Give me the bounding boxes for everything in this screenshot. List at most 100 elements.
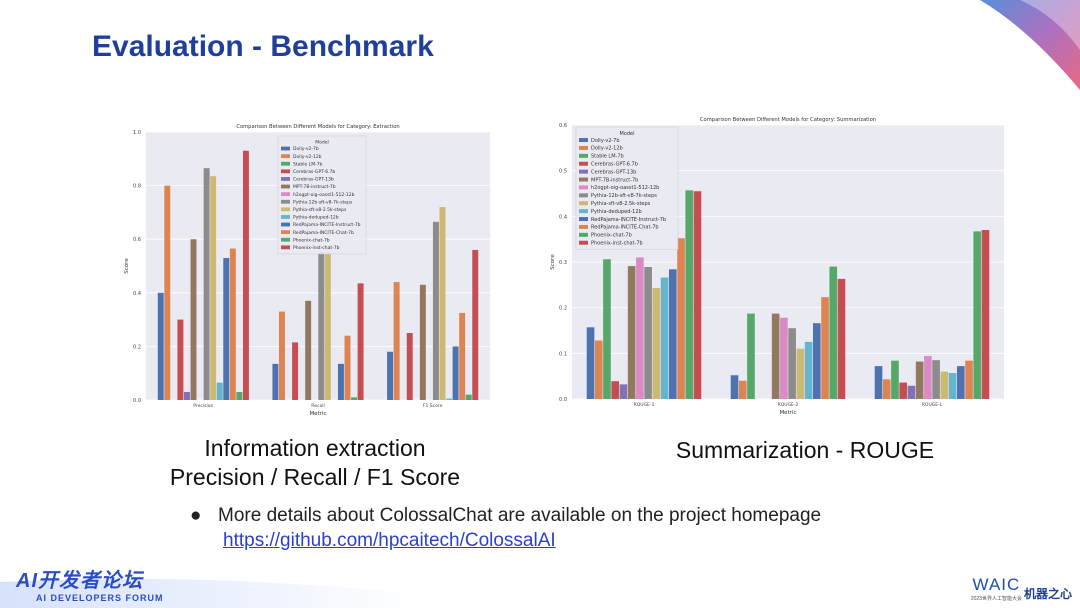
- jiqizhixin-logo: 机器之心: [1024, 585, 1072, 602]
- bar: [305, 300, 312, 400]
- bar: [747, 313, 755, 399]
- legend-label: Pythia-sft-v8-2.5k-steps: [293, 207, 347, 213]
- legend-label: Pythia-deduped-12b: [591, 209, 642, 215]
- bar: [223, 257, 230, 400]
- bar: [446, 398, 453, 400]
- bar: [636, 257, 644, 399]
- legend-swatch: [579, 161, 588, 166]
- y-tick-label: 0.8: [133, 184, 141, 190]
- bar: [318, 252, 325, 400]
- legend-swatch: [579, 240, 588, 245]
- bar: [611, 381, 620, 399]
- legend-swatch: [579, 153, 588, 158]
- legend-swatch: [281, 230, 290, 235]
- x-tick-label: ROUGE-L: [922, 402, 943, 408]
- caption-summarization-line: Summarization - ROUGE: [675, 437, 935, 463]
- legend-label: Cerebras-GPT-6.7b: [591, 162, 638, 168]
- legend-label: Dolly-v2-12b: [591, 146, 623, 152]
- legend-swatch: [281, 237, 290, 242]
- bar: [693, 191, 702, 399]
- y-tick-label: 0.2: [133, 344, 141, 350]
- bar: [586, 327, 595, 399]
- legend-title: Model: [619, 131, 634, 137]
- bar: [164, 185, 171, 400]
- waic-logo-sub: 2023世界人工智能大会: [970, 596, 1022, 602]
- bar: [668, 269, 677, 399]
- bar: [210, 176, 217, 400]
- legend-label: Phoenix-inst-chat-7b: [591, 241, 643, 247]
- bar: [406, 333, 413, 400]
- legend-swatch: [579, 232, 588, 237]
- bar: [677, 238, 685, 399]
- bar: [157, 292, 164, 400]
- x-axis-label: Metric: [309, 411, 326, 417]
- bar: [771, 313, 780, 399]
- bar: [660, 277, 669, 399]
- legend-swatch: [281, 146, 290, 151]
- y-tick-label: 0.5: [559, 169, 567, 175]
- legend-label: Dolly-v2-12b: [293, 154, 322, 160]
- summarization-chart: 0.0 0.1 0.2 0.3 0.4 0.5 0.6 ROUGE-1 ROUGE-2 ROUGE…: [530, 112, 1018, 418]
- y-tick-label: 0.2: [559, 306, 567, 312]
- caption-summarization: Summarization - ROUGE: [620, 436, 990, 465]
- legend-swatch: [281, 169, 290, 174]
- legend-swatch: [281, 161, 290, 166]
- legend-swatch: [281, 177, 290, 181]
- legend-label: Pythia-12b-sft-v8-7k-steps: [591, 193, 657, 199]
- bar: [924, 356, 932, 399]
- y-tick-label: 0.6: [133, 237, 141, 243]
- slide-title: Evaluation - Benchmark: [92, 30, 434, 63]
- bar: [780, 317, 788, 399]
- y-tick-label: 0.4: [559, 214, 567, 220]
- legend-label: RedPajama-INCITE-Chat-7b: [591, 225, 659, 231]
- corner-decoration: [980, 0, 1080, 90]
- legend-swatch: [579, 145, 588, 150]
- bar: [351, 397, 358, 400]
- legend-swatch: [281, 222, 290, 227]
- bar: [948, 372, 957, 399]
- legend-swatch: [281, 245, 290, 250]
- bar: [891, 360, 899, 399]
- x-tick-label: Recall: [311, 403, 324, 409]
- bar: [387, 351, 394, 400]
- chart-title: Comparison Between Different Models for …: [236, 124, 399, 130]
- legend-swatch: [281, 215, 290, 219]
- project-homepage-link[interactable]: https://github.com/hpcaitech/ColossalAI: [223, 530, 556, 551]
- legend-swatch: [281, 154, 290, 159]
- y-tick-label: 0.6: [559, 123, 567, 129]
- bar: [594, 340, 603, 399]
- bar: [465, 394, 472, 400]
- legend-label: Pythia-deduped-12b: [293, 215, 339, 221]
- legend-label: RedPajama-INCITE-Chat-7b: [293, 230, 354, 236]
- bar: [821, 297, 829, 399]
- legend-swatch: [579, 217, 588, 222]
- legend-box: [277, 135, 367, 255]
- bar: [652, 288, 661, 399]
- legend-label: MPT-7B-instruct-7b: [591, 177, 638, 183]
- legend-label: Stable LM-7b: [293, 161, 323, 167]
- legend-label: RedPajama-INCITE-Instruct-7b: [591, 217, 666, 223]
- legend-label: Stable LM-7b: [591, 154, 624, 160]
- x-tick-label: Precision: [193, 403, 213, 409]
- bar: [203, 168, 210, 400]
- bar: [439, 207, 446, 400]
- bar: [956, 366, 965, 399]
- legend-label: Phoenix-inst-chat-7b: [293, 245, 340, 251]
- legend-label: h2ogpt-oig-oasst1-512-12b: [591, 185, 659, 191]
- bar: [272, 363, 279, 400]
- legend-swatch: [579, 201, 588, 206]
- bar: [236, 391, 243, 400]
- legend-label: Pythia-sft-v8-2.5k-steps: [591, 201, 651, 207]
- y-axis-label: Score: [124, 258, 130, 274]
- bar: [393, 282, 400, 400]
- legend-box: [575, 126, 679, 250]
- bar: [603, 259, 611, 399]
- y-tick-label: 0.0: [133, 398, 141, 404]
- bar: [874, 366, 883, 399]
- legend-swatch: [281, 207, 290, 212]
- bar: [837, 278, 846, 399]
- footer-wave: [0, 578, 420, 608]
- bar: [788, 328, 796, 399]
